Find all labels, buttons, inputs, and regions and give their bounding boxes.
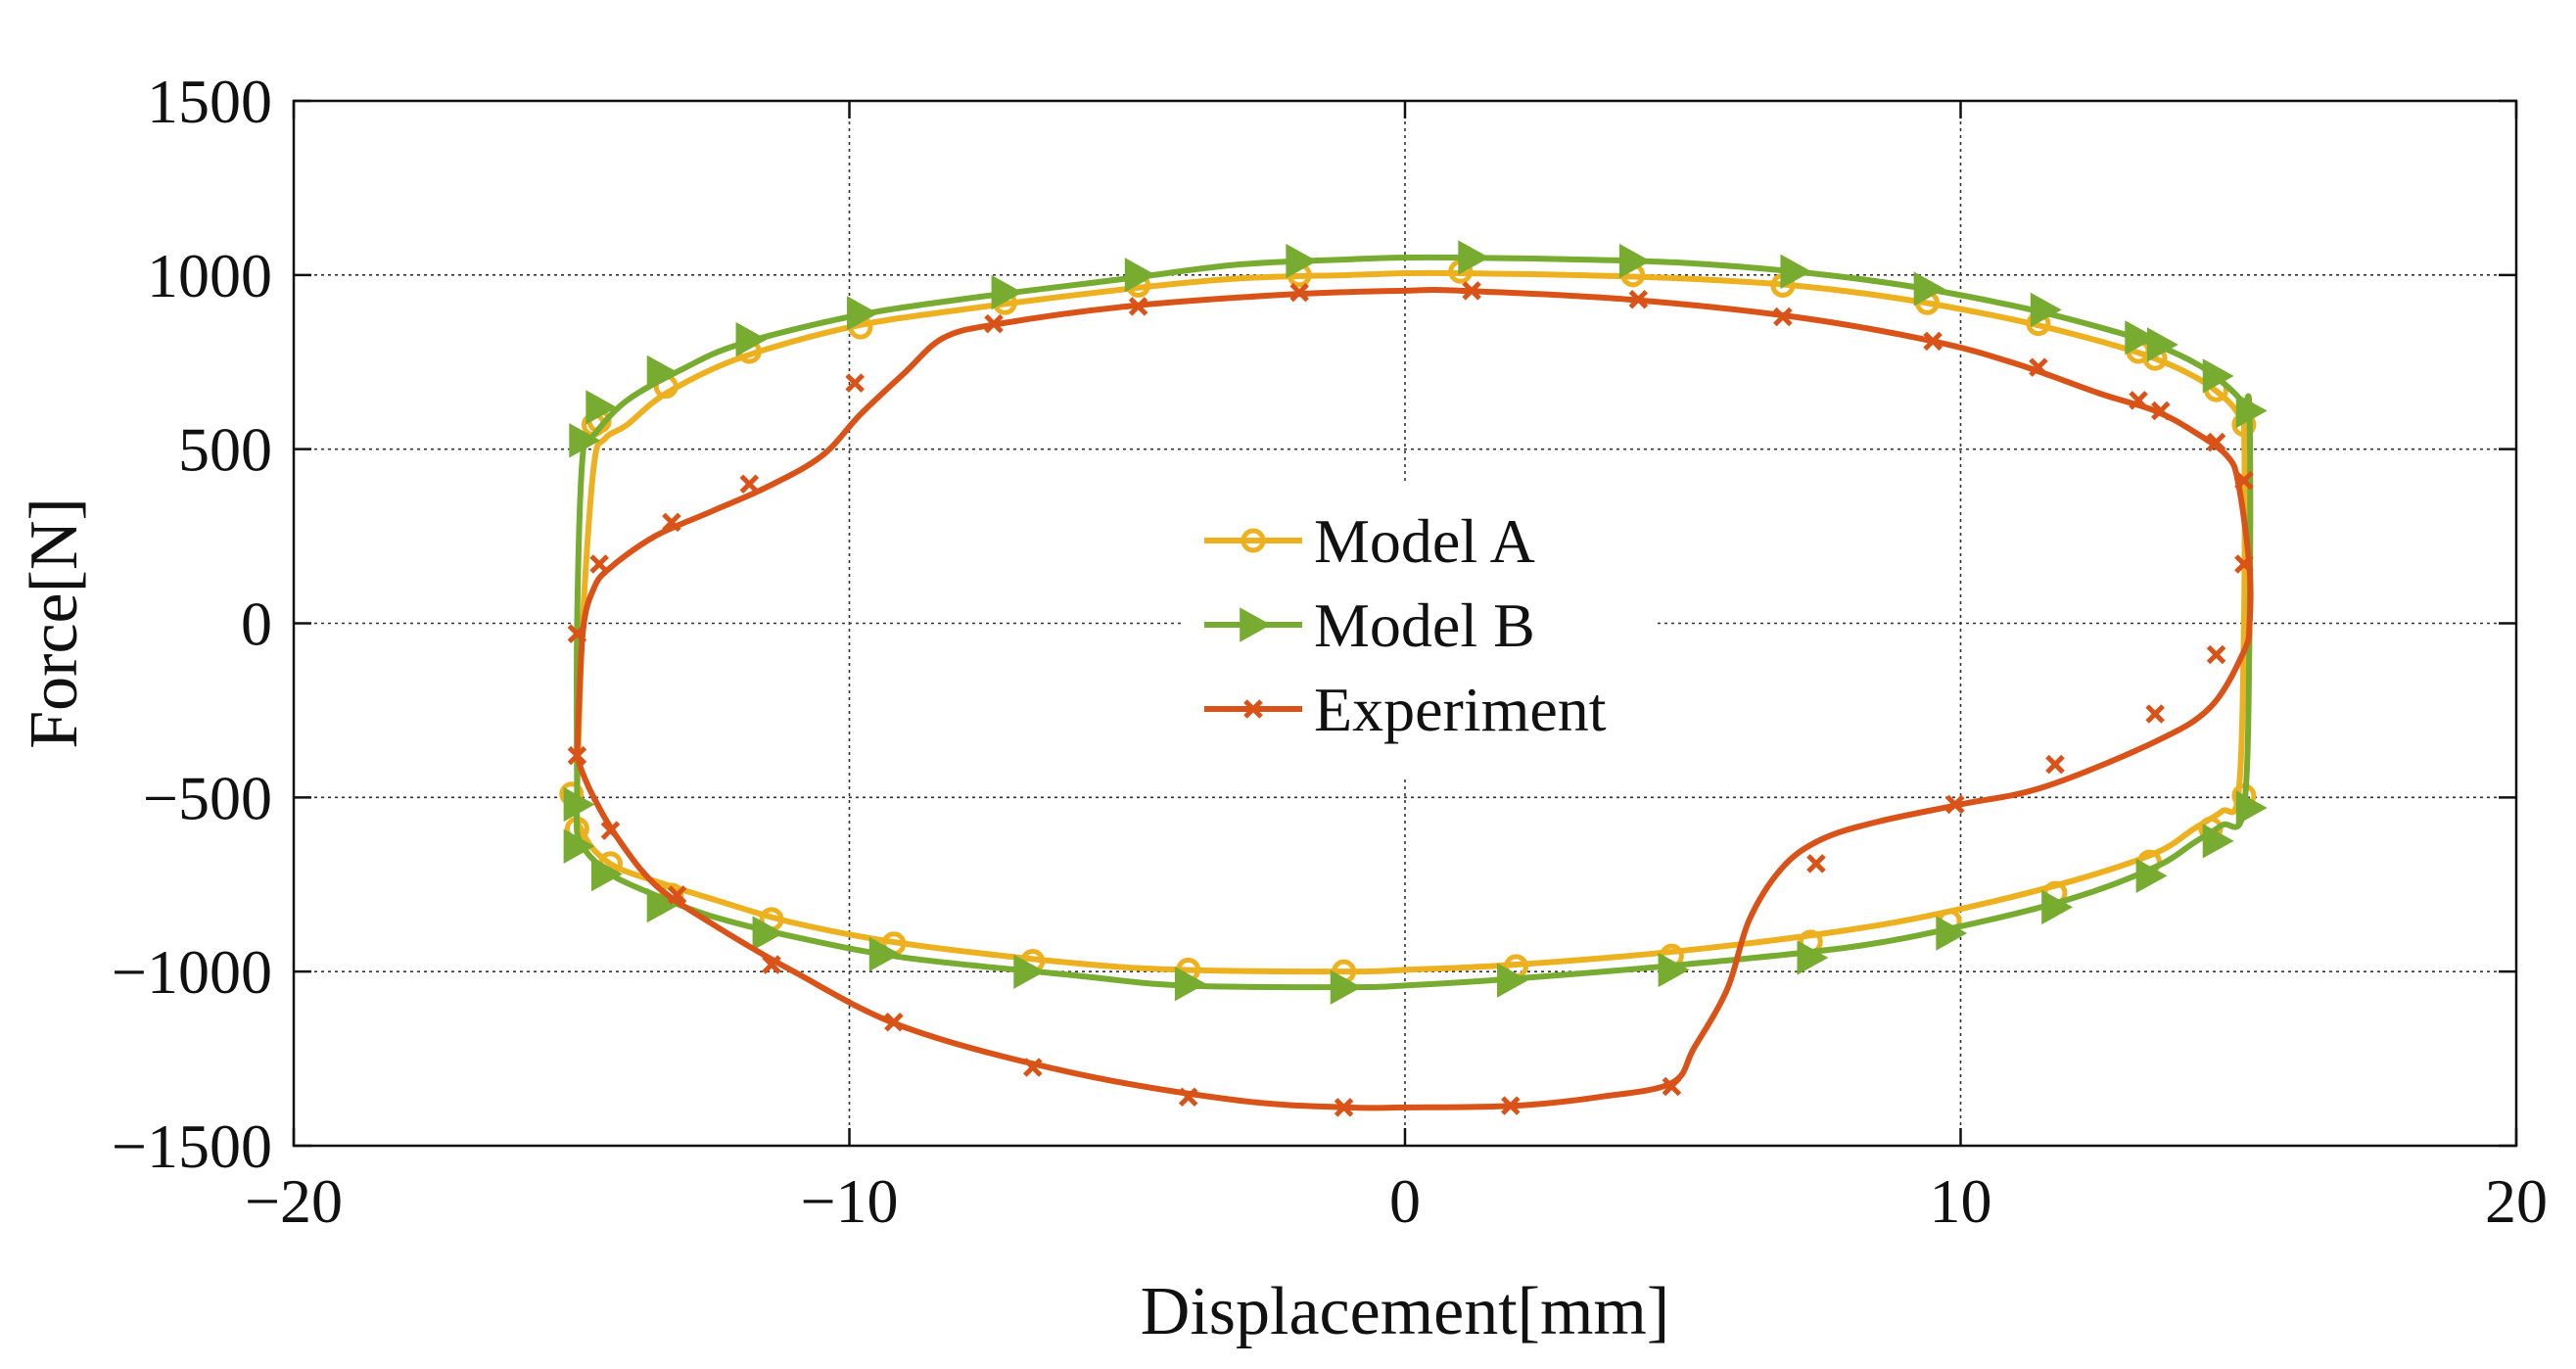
data-point-model-b <box>1330 969 1362 1005</box>
data-point-model-b <box>646 887 679 923</box>
series-line-model-a <box>574 269 2248 975</box>
data-point-experiment <box>1923 331 1943 352</box>
ticks: −20 −10 0 10 20 −1500 −1000 −500 0 500 1000 1500 <box>112 67 2548 1236</box>
data-point-experiment <box>2029 357 2048 377</box>
legend-label-model-a: Model A <box>1314 506 1535 576</box>
y-tick-label: −1000 <box>112 937 272 1007</box>
legend-marker-model-b <box>1240 607 1272 642</box>
x-tick-label: −20 <box>245 1166 343 1236</box>
data-point-experiment <box>884 1012 904 1032</box>
legend-label-model-b: Model B <box>1314 590 1535 660</box>
legend-label-experiment: Experiment <box>1314 675 1607 744</box>
data-point-model-b <box>2235 790 2268 826</box>
data-point-experiment <box>2145 704 2165 724</box>
data-point-model-b <box>991 274 1023 310</box>
legend-marker-experiment <box>1243 699 1263 719</box>
legend: Model A Model B Experiment <box>1185 482 1655 776</box>
data-point-experiment <box>1628 289 1649 309</box>
x-tick-label: 0 <box>1389 1166 1421 1236</box>
data-point-model-b <box>1124 258 1156 293</box>
y-tick-label: −1500 <box>112 1111 272 1181</box>
x-axis-label: Displacement[mm] <box>1141 1274 1669 1349</box>
data-point-model-b <box>735 321 768 357</box>
data-point-experiment <box>567 624 587 643</box>
data-point-experiment <box>662 512 681 533</box>
data-point-model-b <box>1013 954 1046 989</box>
data-point-experiment <box>984 313 1004 334</box>
data-point-experiment <box>845 373 865 393</box>
data-point-experiment <box>1334 1098 1354 1117</box>
y-axis-label: Force[N] <box>17 497 92 749</box>
data-point-model-b <box>752 916 784 951</box>
data-point-model-b <box>646 354 679 391</box>
data-point-model-b <box>563 786 595 823</box>
data-point-experiment <box>1023 1058 1043 1077</box>
data-point-model-b <box>2125 320 2157 355</box>
y-tick-label: 1500 <box>147 67 272 136</box>
data-point-experiment <box>1945 794 1965 815</box>
x-tick-label: 20 <box>2485 1166 2548 1236</box>
data-point-experiment <box>739 474 760 495</box>
data-point-model-b <box>2030 292 2062 328</box>
data-point-experiment <box>2206 432 2226 452</box>
data-point-model-b <box>569 423 601 458</box>
data-point-model-b <box>2202 824 2234 859</box>
series-line-experiment <box>574 287 2254 1111</box>
data-point-experiment <box>2234 554 2254 574</box>
data-point-experiment <box>667 885 687 905</box>
data-point-experiment <box>1289 282 1309 303</box>
data-point-model-b <box>563 828 595 864</box>
data-point-experiment <box>2045 754 2065 775</box>
data-point-model-b <box>1658 952 1690 988</box>
data-point-experiment <box>2206 644 2226 665</box>
data-point-model-b <box>868 936 901 972</box>
data-point-model-b <box>1780 254 1812 289</box>
data-point-experiment <box>589 554 609 574</box>
legend-marker-model-a <box>1241 528 1266 553</box>
data-point-model-b <box>847 296 878 331</box>
data-point-experiment <box>1806 854 1826 873</box>
data-point-experiment <box>762 955 781 974</box>
y-tick-label: 1000 <box>147 241 272 310</box>
data-point-model-b <box>1936 916 1968 951</box>
data-point-experiment <box>567 745 587 766</box>
data-point-model-b <box>1618 243 1651 279</box>
x-tick-label: −10 <box>800 1166 898 1236</box>
data-point-experiment <box>1501 1096 1521 1115</box>
x-tick-label: 10 <box>1930 1166 1992 1236</box>
data-point-experiment <box>2234 470 2254 491</box>
data-point-experiment <box>1462 281 1481 301</box>
y-tick-label: −500 <box>143 763 272 832</box>
data-point-experiment <box>2129 391 2148 410</box>
series-model-b <box>563 240 2268 1005</box>
series-layer <box>559 240 2268 1117</box>
data-point-model-b <box>585 390 618 425</box>
data-point-model-b <box>2147 327 2178 362</box>
data-point-model-b <box>2135 858 2168 894</box>
data-point-experiment <box>2151 401 2171 421</box>
data-point-model-b <box>1174 966 1206 1002</box>
data-point-experiment <box>1128 297 1148 316</box>
data-point-model-b <box>1458 240 1490 275</box>
data-point-model-b <box>1797 940 1829 975</box>
series-experiment <box>567 281 2254 1117</box>
data-point-model-b <box>1497 963 1528 998</box>
data-point-experiment <box>1178 1087 1198 1107</box>
data-point-experiment <box>1662 1076 1682 1097</box>
data-point-experiment <box>600 821 621 840</box>
y-tick-label: 0 <box>241 590 272 659</box>
data-point-model-b <box>2041 889 2074 925</box>
data-point-model-b <box>1913 271 1945 307</box>
data-point-model-b <box>2202 358 2234 394</box>
data-point-model-b <box>2235 393 2268 429</box>
y-tick-label: 500 <box>178 415 272 485</box>
data-point-experiment <box>1773 307 1793 327</box>
data-point-model-b <box>1286 243 1318 279</box>
data-point-model-b <box>591 856 623 892</box>
